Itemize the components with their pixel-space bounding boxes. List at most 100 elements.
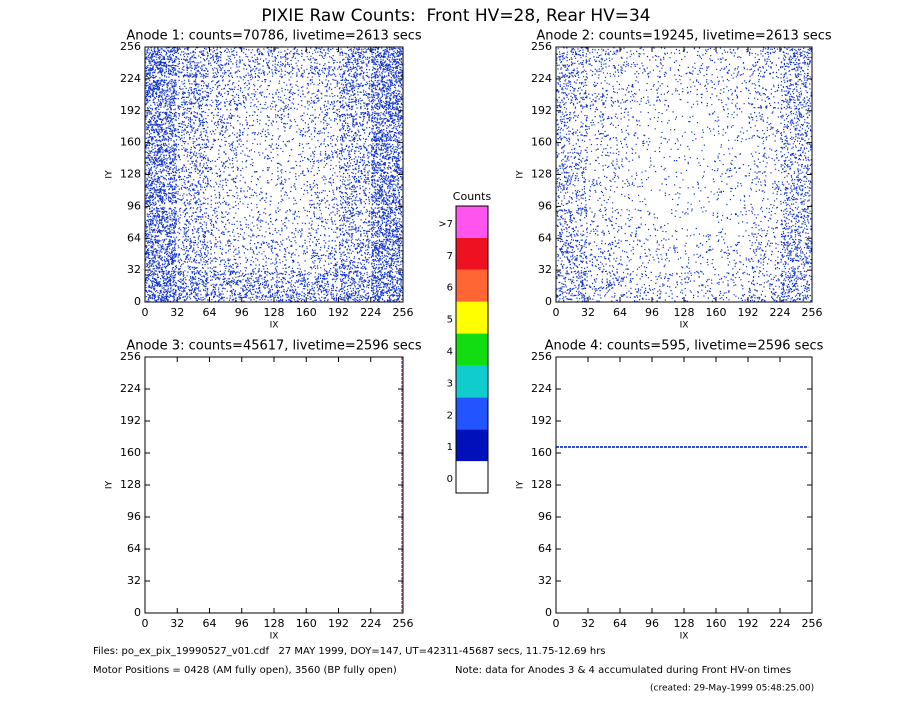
density-cell <box>780 47 812 79</box>
density-cell <box>275 142 306 175</box>
x-tick-label: 256 <box>802 617 823 630</box>
density-cell <box>716 271 748 301</box>
density-cell <box>780 142 812 175</box>
x-tick-label: 96 <box>645 306 659 319</box>
density-cell <box>209 206 242 239</box>
density-cell <box>716 111 748 143</box>
density-cell <box>370 238 403 270</box>
density-cell <box>780 78 812 111</box>
colorbar-cell <box>456 333 488 366</box>
x-tick-label: 256 <box>393 617 414 630</box>
density-cell <box>556 174 587 206</box>
x-tick-label: 160 <box>296 617 317 630</box>
density-cell <box>241 79 274 111</box>
y-tick-label: 224 <box>531 382 552 395</box>
y-tick-label: 256 <box>120 350 141 363</box>
density-cell <box>621 174 652 206</box>
density-cell <box>177 110 210 143</box>
y-tick-label: 32 <box>538 574 552 587</box>
density-cell <box>145 270 178 302</box>
y-tick-label: 224 <box>120 382 141 395</box>
density-cell <box>145 47 178 79</box>
density-cell <box>241 238 274 271</box>
colorbar-label: 5 <box>447 315 453 326</box>
density-cell <box>145 110 178 143</box>
y-tick-label: 96 <box>127 199 141 212</box>
x-tick-label: 224 <box>360 617 381 630</box>
density-cell <box>370 111 403 143</box>
density-cell <box>588 80 620 111</box>
density-cell <box>684 111 716 142</box>
y-tick-label: 96 <box>127 510 141 523</box>
x-tick-label: 32 <box>170 617 184 630</box>
density-cell <box>588 270 620 302</box>
density-cell <box>684 144 716 173</box>
density-cell <box>241 206 274 238</box>
y-tick-label: 160 <box>120 136 141 149</box>
density-cell <box>338 110 371 143</box>
y-tick-label: 64 <box>127 231 141 244</box>
y-tick-label: 224 <box>120 72 141 85</box>
panel-title: Anode 1: counts=70786, livetime=2613 sec… <box>126 29 422 44</box>
y-tick-label: 0 <box>134 295 141 308</box>
density-cell <box>686 79 716 108</box>
y-tick-label: 256 <box>531 40 552 53</box>
y-tick-label: 160 <box>531 446 552 459</box>
density-cell <box>145 174 178 207</box>
colorbar-label: 0 <box>447 474 453 485</box>
density-cell <box>748 47 780 79</box>
panel-title: Anode 3: counts=45617, livetime=2596 sec… <box>126 339 422 354</box>
colorbar-label: 1 <box>447 442 453 453</box>
density-cell <box>209 270 242 302</box>
colorbar-label: 6 <box>447 283 453 294</box>
density-cell <box>716 144 745 175</box>
density-cell <box>556 270 588 302</box>
x-axis-label: IX <box>680 321 689 331</box>
density-cell <box>145 142 178 175</box>
footer-motor: Motor Positions = 0428 (AM fully open), … <box>93 665 397 676</box>
density-cell <box>275 174 306 205</box>
density-cell <box>338 270 371 302</box>
y-tick-label: 64 <box>538 231 552 244</box>
density-cell <box>556 111 588 143</box>
panel-title: Anode 2: counts=19245, livetime=2613 sec… <box>536 29 832 44</box>
density-cell <box>338 143 371 175</box>
x-tick-label: 64 <box>203 306 217 319</box>
density-cell <box>209 111 242 143</box>
density-cell <box>652 272 684 302</box>
x-tick-label: 0 <box>142 306 149 319</box>
y-axis-label: IY <box>105 170 115 179</box>
density-cell <box>687 175 715 205</box>
y-tick-label: 0 <box>545 295 552 308</box>
density-cell <box>338 174 371 206</box>
y-tick-label: 64 <box>127 542 141 555</box>
y-axis-label: IY <box>105 480 115 489</box>
x-tick-label: 128 <box>264 306 285 319</box>
density-cell <box>177 174 210 207</box>
density-cell <box>145 238 178 271</box>
y-tick-label: 32 <box>538 263 552 276</box>
y-tick-label: 0 <box>545 606 552 619</box>
density-cell <box>556 238 588 270</box>
y-tick-label: 64 <box>538 542 552 555</box>
x-axis-label: IX <box>680 632 689 642</box>
y-tick-label: 192 <box>120 414 141 427</box>
density-cell <box>780 110 812 143</box>
colorbar-cell <box>456 301 488 334</box>
density-cell <box>370 270 403 302</box>
density-cell <box>620 208 651 238</box>
colorbar-cell <box>456 206 488 238</box>
density-cell <box>306 270 339 302</box>
density-cell <box>556 79 588 110</box>
x-axis-label: IX <box>270 632 279 642</box>
y-tick-label: 192 <box>531 414 552 427</box>
colorbar-label: 3 <box>447 378 453 389</box>
density-cell <box>652 47 684 79</box>
density-cell <box>209 174 242 207</box>
density-cell <box>338 206 371 238</box>
footer-created: (created: 29-May-1999 05:48:25.00) <box>650 684 814 694</box>
density-cell <box>177 238 210 271</box>
y-tick-label: 256 <box>120 40 141 53</box>
y-tick-label: 128 <box>120 168 141 181</box>
density-cell <box>556 206 588 238</box>
